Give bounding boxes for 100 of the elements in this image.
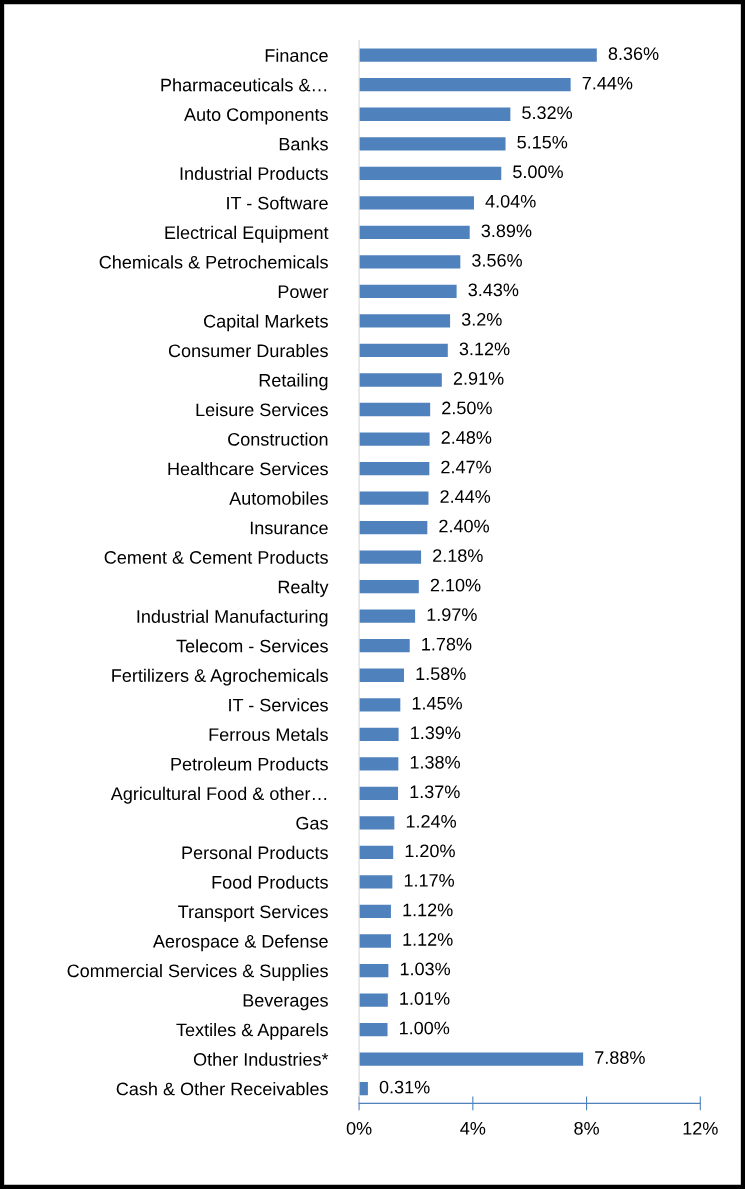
- x-tick-label: 0%: [346, 1121, 372, 1135]
- bar: [359, 786, 399, 800]
- y-tick-label: Chemicals & Petrochemicals: [99, 255, 328, 269]
- data-label: 2.47%: [441, 460, 491, 474]
- bar: [359, 107, 511, 121]
- data-label: 1.03%: [400, 962, 451, 976]
- data-label: 2.40%: [439, 519, 489, 533]
- y-tick-label: Fertilizers & Agrochemicals: [112, 668, 328, 686]
- data-label: 1.39%: [411, 726, 461, 740]
- y-tick-label: Cash & Other Receivables: [116, 1082, 328, 1096]
- bar: [359, 816, 395, 830]
- y-tick-label: Agricultural Food & other…: [110, 786, 327, 804]
- bar: [359, 639, 410, 653]
- x-tick-label: 8%: [574, 1121, 599, 1135]
- y-tick-label: Gas: [296, 816, 328, 830]
- y-tick-label: Personal Products: [182, 845, 328, 860]
- y-tick-label: Commercial Services & Supplies: [67, 963, 328, 981]
- x-tick-label: 4%: [460, 1122, 486, 1135]
- bar: [359, 727, 399, 741]
- y-tick-label: Aerospace & Defense: [152, 934, 328, 952]
- y-tick-label: Industrial Manufacturing: [137, 609, 328, 627]
- bar: [359, 402, 431, 417]
- data-label: 2.10%: [430, 578, 481, 592]
- y-tick-label: IT - Services: [229, 698, 328, 712]
- y-tick-label: Beverages: [243, 994, 328, 1011]
- data-label: 1.12%: [403, 933, 453, 946]
- bar: [359, 698, 401, 712]
- bar: [359, 609, 416, 623]
- y-tick-label: Petroleum Products: [171, 757, 328, 771]
- x-tick-label: 12%: [683, 1121, 718, 1135]
- y-tick-label: Banks: [279, 137, 328, 151]
- y-tick-label: Transport Services: [178, 904, 328, 922]
- bar: [359, 845, 394, 860]
- y-tick-label: Other Industries*: [193, 1052, 329, 1066]
- data-label: 1.37%: [410, 785, 460, 799]
- y-tick-label: Power: [278, 285, 329, 299]
- bar: [359, 225, 470, 239]
- y-tick-label: Auto Components: [184, 108, 328, 125]
- data-label: 1.58%: [416, 667, 466, 681]
- bar: [359, 491, 429, 505]
- data-label: 5.15%: [517, 135, 568, 149]
- bar: [359, 934, 391, 948]
- y-tick-label: Retailing: [259, 373, 328, 391]
- bar: [359, 373, 442, 387]
- bar: [359, 757, 399, 771]
- data-label: 7.44%: [582, 76, 633, 90]
- data-label: 2.18%: [433, 549, 483, 562]
- y-tick-label: IT - Software: [227, 196, 328, 210]
- data-label: 1.00%: [400, 1021, 450, 1035]
- bar: [359, 48, 597, 62]
- y-tick-label: Insurance: [250, 521, 328, 535]
- data-label: 3.56%: [472, 253, 522, 267]
- bar: [359, 875, 393, 889]
- y-tick-label: Automobiles: [229, 491, 328, 505]
- bar: [359, 255, 461, 269]
- y-tick-label: Construction: [228, 432, 328, 446]
- data-label: 2.91%: [453, 372, 504, 385]
- data-label: 1.38%: [410, 755, 460, 769]
- y-tick-label: Industrial Products: [180, 166, 328, 181]
- y-tick-label: Capital Markets: [204, 314, 328, 332]
- bar: [359, 137, 506, 151]
- data-label: 3.2%: [461, 312, 502, 326]
- data-label: 5.00%: [513, 165, 563, 179]
- bar: [359, 166, 502, 180]
- bar: [359, 343, 448, 358]
- data-label: 2.48%: [441, 431, 492, 444]
- data-label: 8.36%: [608, 47, 659, 61]
- y-tick-label: Cement & Cement Products: [104, 550, 328, 564]
- y-tick-label: Leisure Services: [196, 402, 328, 417]
- data-label: 3.12%: [459, 342, 510, 356]
- data-label: 7.88%: [595, 1051, 645, 1064]
- data-label: 1.20%: [405, 844, 455, 858]
- data-label: 1.78%: [422, 637, 472, 651]
- data-label: 1.01%: [400, 992, 450, 1005]
- bar: [359, 314, 451, 328]
- bar: [359, 520, 428, 535]
- data-label: 2.44%: [440, 490, 491, 503]
- bar: [359, 196, 474, 210]
- data-label: 1.24%: [406, 814, 457, 828]
- y-tick-label: Healthcare Services: [168, 462, 328, 476]
- data-label: 1.97%: [427, 608, 477, 622]
- y-tick-label: Pharmaceuticals &…: [161, 78, 327, 92]
- y-tick-label: Ferrous Metals: [209, 727, 328, 742]
- bar: [359, 461, 430, 476]
- data-label: 1.45%: [412, 696, 462, 710]
- data-label: 3.43%: [468, 283, 519, 297]
- bar: [359, 668, 405, 682]
- bar: [359, 1022, 388, 1037]
- bar: [359, 580, 419, 594]
- data-label: 2.50%: [442, 401, 492, 415]
- bar: [359, 284, 457, 299]
- bar: [359, 963, 389, 978]
- y-tick-label: Realty: [278, 580, 329, 597]
- bar: [359, 432, 430, 446]
- y-tick-label: Textiles & Apparels: [176, 1023, 328, 1040]
- data-label: 4.04%: [485, 194, 536, 208]
- y-tick-label: Finance: [265, 48, 328, 62]
- y-tick-label: Telecom - Services: [176, 639, 328, 653]
- y-tick-label: Electrical Equipment: [165, 225, 329, 243]
- bar: [359, 78, 571, 92]
